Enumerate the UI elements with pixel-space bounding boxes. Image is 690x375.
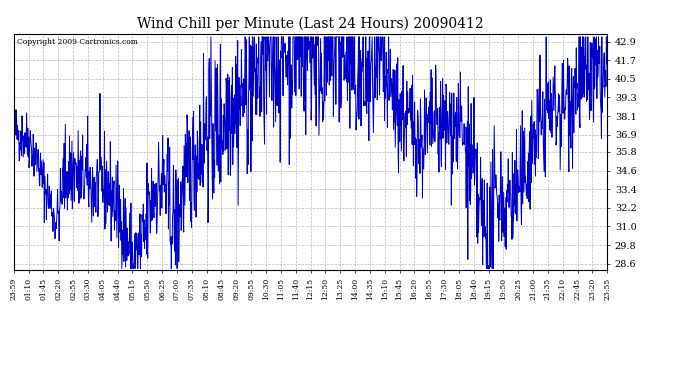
Text: Copyright 2009 Cartronics.com: Copyright 2009 Cartronics.com (17, 39, 137, 46)
Title: Wind Chill per Minute (Last 24 Hours) 20090412: Wind Chill per Minute (Last 24 Hours) 20… (137, 17, 484, 31)
